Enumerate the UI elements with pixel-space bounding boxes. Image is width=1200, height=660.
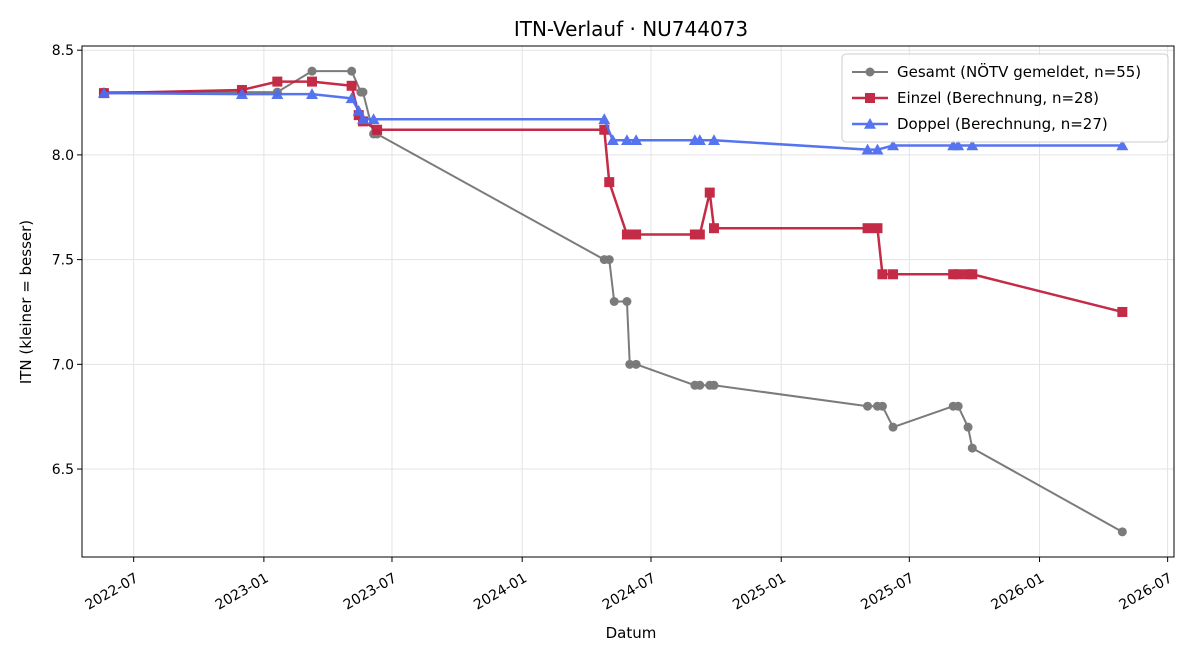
y-tick-label: 8.0 (52, 148, 74, 164)
data-point (307, 66, 317, 76)
series-line (103, 91, 1123, 151)
legend-entry: Doppel (Berechnung, n=27) (852, 115, 1108, 133)
data-point (967, 443, 977, 453)
legend-swatch (852, 67, 888, 77)
data-point (235, 88, 248, 99)
data-point (367, 113, 380, 125)
data-point (708, 223, 719, 234)
data-point (888, 269, 899, 280)
data-point (358, 87, 368, 97)
series-2 (97, 87, 1129, 155)
data-point (307, 76, 318, 87)
plot-frame (81, 45, 1175, 558)
data-point (888, 422, 898, 432)
data-point (861, 143, 874, 155)
legend-label: Doppel (Berechnung, n=27) (897, 115, 1108, 133)
x-tick-label: 2024-01 (471, 570, 530, 613)
grid (82, 46, 1174, 557)
legend-label: Gesamt (NÖTV gemeldet, n=55) (897, 62, 1141, 81)
data-point (622, 297, 632, 306)
data-point (862, 223, 873, 234)
y-tick-label: 6.5 (52, 462, 74, 478)
data-point (372, 124, 383, 135)
data-point (709, 380, 719, 390)
data-point (631, 359, 641, 369)
x-tick-label: 2023-01 (213, 570, 272, 613)
x-tick-label: 2026-01 (988, 570, 1047, 613)
data-point (967, 269, 978, 280)
data-point (347, 66, 357, 76)
data-point (704, 187, 715, 198)
data-point (604, 255, 614, 265)
data-point (356, 113, 369, 125)
legend-label: Einzel (Berechnung, n=28) (897, 89, 1099, 107)
data-point (97, 87, 110, 98)
data-point (306, 88, 319, 99)
y-tick-label: 7.0 (52, 357, 74, 373)
x-tick-label: 2022-07 (83, 570, 142, 613)
data-point (966, 139, 979, 151)
data-point (620, 134, 633, 146)
data-point (872, 223, 883, 234)
x-tick-label: 2025-07 (858, 570, 917, 613)
data-point (630, 134, 643, 146)
legend-marker (864, 118, 876, 129)
data-point (953, 269, 964, 280)
y-tick-label: 8.5 (52, 43, 74, 59)
data-point (606, 134, 619, 146)
y-axis-label: ITN (kleiner = besser) (17, 220, 35, 384)
series-layer (97, 66, 1129, 537)
chart-title: ITN-Verlauf · NU744073 (514, 17, 748, 41)
data-point (887, 139, 900, 151)
x-tick-label: 2023-07 (341, 570, 400, 613)
legend-swatch (852, 93, 888, 103)
y-tick-label: 7.5 (52, 253, 74, 269)
data-point (694, 229, 705, 240)
data-point (271, 88, 284, 99)
data-point (953, 401, 963, 411)
data-point (952, 139, 965, 151)
data-point (707, 134, 720, 146)
x-axis-label: Datum (606, 624, 657, 642)
data-point (871, 143, 884, 155)
x-tick-label: 2025-01 (730, 570, 789, 613)
data-point (1117, 527, 1127, 537)
legend-marker (865, 93, 875, 103)
data-point (863, 401, 873, 411)
data-point (272, 76, 283, 87)
data-point (963, 422, 973, 432)
data-point (598, 113, 611, 125)
data-point (609, 297, 619, 306)
legend-box (841, 53, 1169, 143)
data-point (625, 359, 635, 369)
legend: Gesamt (NÖTV gemeldet, n=55) Einzel (Bere… (841, 53, 1169, 143)
legend-swatch (852, 118, 888, 129)
x-tick-label: 2026-07 (1117, 570, 1176, 613)
data-point (352, 104, 365, 116)
x-tick-label: 2024-07 (600, 570, 659, 613)
data-point (695, 380, 705, 390)
data-point (1116, 139, 1129, 151)
data-point (877, 269, 888, 280)
data-point (346, 80, 357, 91)
legend-marker (865, 67, 875, 77)
legend-entry: Einzel (Berechnung, n=28) (852, 89, 1099, 107)
data-point (631, 229, 642, 240)
data-point (621, 229, 632, 240)
data-point (693, 134, 706, 146)
data-point (345, 92, 358, 104)
legend-entry: Gesamt (NÖTV gemeldet, n=55) (852, 62, 1141, 81)
data-point (604, 177, 615, 188)
data-point (599, 124, 610, 135)
data-point (1117, 306, 1128, 317)
data-point (877, 401, 887, 411)
